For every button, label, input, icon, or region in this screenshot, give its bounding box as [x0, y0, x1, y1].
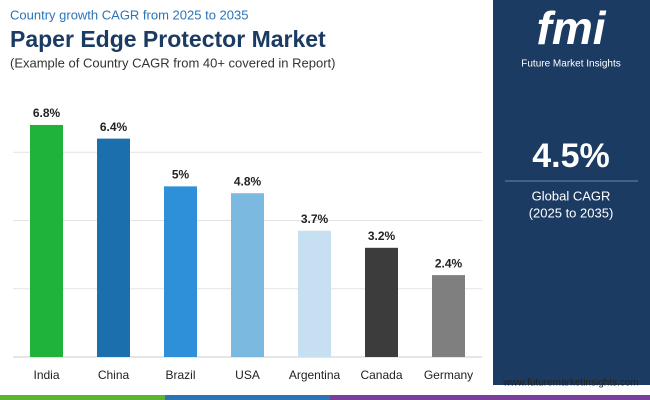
x-tick-label: China — [98, 368, 130, 382]
bar — [164, 186, 197, 357]
bar — [97, 138, 130, 357]
value-label: 3.2% — [368, 229, 396, 243]
value-label: 3.7% — [301, 212, 329, 226]
headline: 4.5% — [532, 137, 610, 175]
value-label: 4.8% — [234, 174, 262, 188]
stripe — [165, 395, 330, 400]
value-label: 6.8% — [33, 106, 61, 120]
bar — [30, 124, 63, 357]
logo: fmi — [537, 2, 607, 54]
x-tick-label: USA — [235, 368, 260, 382]
value-label: 6.4% — [100, 120, 128, 134]
x-tick-label: Brazil — [165, 368, 195, 382]
website: www.futuremarketinsights.com — [502, 378, 639, 389]
period: (2025 to 2035) — [529, 205, 614, 220]
bar — [432, 275, 465, 357]
bar — [365, 247, 398, 357]
subtitle: (Example of Country CAGR from 40+ covere… — [10, 55, 336, 70]
x-tick-label: Canada — [360, 368, 402, 382]
x-tick-label: Germany — [424, 368, 473, 382]
kicker: Country growth CAGR from 2025 to 2035 — [10, 7, 248, 22]
stripe — [0, 395, 165, 400]
bar — [231, 193, 264, 357]
chart-title: Paper Edge Protector Market — [10, 26, 326, 52]
brand: Future Market Insights — [521, 59, 620, 70]
bar — [298, 230, 331, 357]
side-panel — [493, 0, 650, 385]
value-label: 2.4% — [435, 256, 463, 270]
stripe — [330, 395, 650, 400]
caption: Global CAGR — [532, 188, 611, 203]
value-label: 5% — [172, 168, 190, 182]
x-tick-label: India — [33, 368, 59, 382]
x-tick-label: Argentina — [289, 368, 341, 382]
